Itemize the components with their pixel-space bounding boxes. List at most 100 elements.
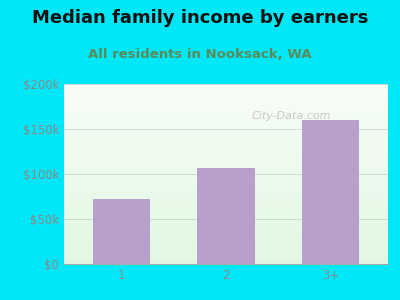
Bar <box>64 119 388 120</box>
Bar <box>64 180 388 181</box>
Bar <box>64 129 388 130</box>
Bar <box>197 168 255 264</box>
Bar <box>64 105 388 106</box>
Bar <box>64 234 388 235</box>
Bar <box>64 175 388 176</box>
Bar <box>64 100 388 101</box>
Text: City-Data.com: City-Data.com <box>252 111 332 122</box>
Bar <box>64 262 388 263</box>
Bar <box>64 215 388 216</box>
Bar <box>64 94 388 95</box>
Bar <box>64 108 388 109</box>
Bar <box>64 223 388 224</box>
Bar <box>64 141 388 142</box>
Bar <box>64 251 388 252</box>
Bar <box>64 115 388 116</box>
Bar <box>64 224 388 225</box>
Bar <box>64 114 388 115</box>
Bar <box>64 98 388 99</box>
Bar <box>64 113 388 114</box>
Bar <box>64 130 388 131</box>
Bar <box>64 225 388 226</box>
Bar <box>64 204 388 205</box>
Bar <box>64 206 388 207</box>
Bar <box>64 145 388 146</box>
Bar <box>64 256 388 257</box>
Bar <box>64 236 388 237</box>
Bar <box>64 232 388 233</box>
Bar <box>64 211 388 212</box>
Bar <box>64 191 388 192</box>
Bar <box>64 106 388 107</box>
Bar <box>64 192 388 193</box>
Bar <box>64 112 388 113</box>
Bar <box>64 110 388 111</box>
Bar <box>64 149 388 150</box>
Bar <box>64 209 388 210</box>
Bar <box>64 210 388 211</box>
Bar <box>64 199 388 200</box>
Bar <box>64 85 388 86</box>
Bar <box>64 138 388 139</box>
Bar <box>64 161 388 162</box>
Bar <box>64 89 388 90</box>
Bar <box>64 177 388 178</box>
Bar <box>64 254 388 255</box>
Bar <box>64 121 388 122</box>
Bar <box>64 97 388 98</box>
Bar <box>64 101 388 102</box>
Bar <box>64 84 388 85</box>
Bar <box>64 152 388 153</box>
Bar <box>64 250 388 251</box>
Bar <box>64 186 388 187</box>
Bar <box>64 198 388 199</box>
Bar <box>64 142 388 143</box>
Bar <box>64 231 388 232</box>
Bar <box>64 153 388 154</box>
Bar <box>64 122 388 123</box>
Bar <box>64 135 388 136</box>
Text: All residents in Nooksack, WA: All residents in Nooksack, WA <box>88 48 312 61</box>
Bar <box>64 131 388 132</box>
Bar <box>64 221 388 222</box>
Bar <box>64 219 388 220</box>
Bar <box>64 218 388 219</box>
Bar <box>64 255 388 256</box>
Bar <box>64 258 388 259</box>
Bar <box>64 132 388 133</box>
Bar <box>64 202 388 203</box>
Bar <box>64 178 388 179</box>
Bar <box>64 184 388 185</box>
Bar <box>64 246 388 247</box>
Bar <box>64 248 388 249</box>
Bar <box>64 128 388 129</box>
Bar <box>64 151 388 152</box>
Bar <box>64 95 388 96</box>
Bar <box>64 160 388 161</box>
Bar <box>64 257 388 258</box>
Bar <box>64 90 388 91</box>
Bar <box>64 91 388 92</box>
Bar <box>64 240 388 241</box>
Bar <box>64 239 388 240</box>
Bar <box>64 181 388 182</box>
Bar <box>64 252 388 253</box>
Bar <box>64 263 388 264</box>
Bar <box>64 163 388 164</box>
Bar <box>64 150 388 151</box>
Text: Median family income by earners: Median family income by earners <box>32 9 368 27</box>
Bar <box>64 159 388 160</box>
Bar <box>302 120 359 264</box>
Bar <box>64 214 388 215</box>
Bar <box>64 169 388 170</box>
Bar <box>64 86 388 87</box>
Bar <box>64 156 388 157</box>
Bar <box>64 237 388 238</box>
Bar <box>64 241 388 242</box>
Bar <box>64 261 388 262</box>
Bar <box>64 116 388 117</box>
Bar <box>64 208 388 209</box>
Bar <box>64 213 388 214</box>
Bar <box>64 171 388 172</box>
Bar <box>64 205 388 206</box>
